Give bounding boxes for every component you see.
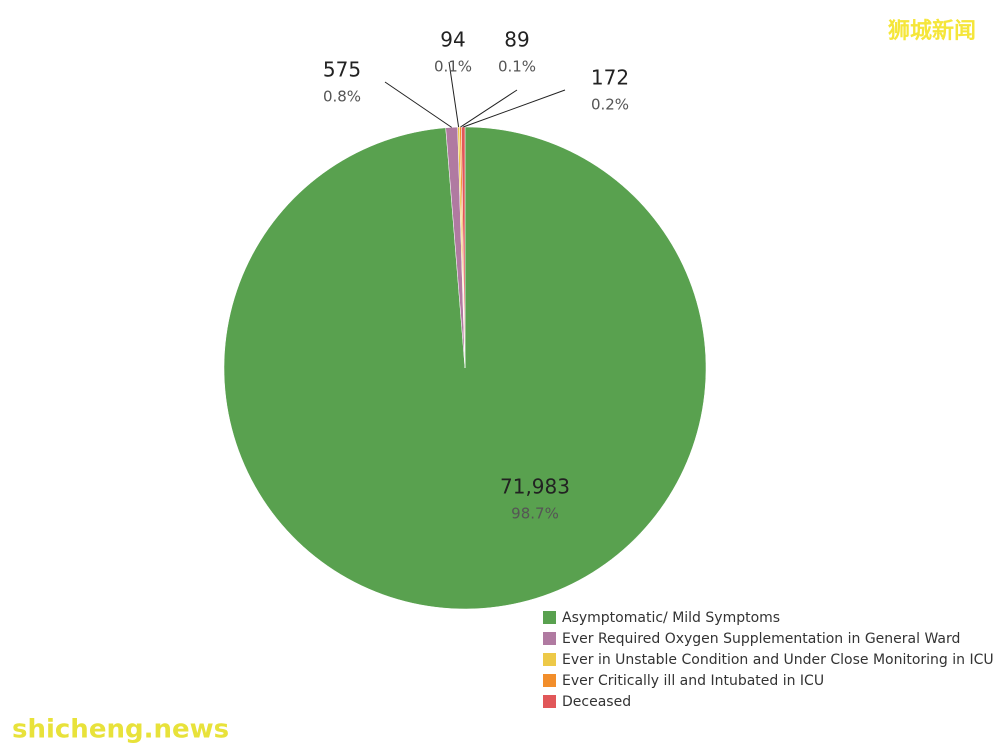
leader-line	[384, 81, 452, 128]
leader-line	[463, 89, 566, 128]
percent-label: 0.1%	[434, 58, 472, 76]
watermark: 狮城新闻	[888, 18, 976, 44]
legend-swatch	[543, 695, 556, 708]
leader-line	[460, 89, 518, 128]
legend-label: Ever Required Oxygen Supplementation in …	[562, 631, 960, 647]
watermark: shicheng.news	[12, 715, 229, 745]
legend-label: Ever Critically ill and Intubated in ICU	[562, 673, 824, 689]
percent-label: 0.1%	[498, 58, 536, 76]
legend-swatch	[543, 653, 556, 666]
legend-label: Ever in Unstable Condition and Under Clo…	[562, 652, 994, 668]
legend-swatch	[543, 674, 556, 687]
percent-label: 98.7%	[511, 505, 559, 523]
legend-label: Deceased	[562, 694, 631, 710]
legend-label: Asymptomatic/ Mild Symptoms	[562, 610, 780, 626]
legend-swatch	[543, 611, 556, 624]
data-label: 89	[504, 28, 529, 52]
leader-line	[448, 61, 460, 128]
data-label: 71,983	[500, 475, 570, 499]
percent-label: 0.8%	[323, 88, 361, 106]
data-label: 94	[440, 28, 465, 52]
data-label: 172	[591, 66, 629, 90]
data-label: 575	[323, 58, 361, 82]
legend-swatch	[543, 632, 556, 645]
percent-label: 0.2%	[591, 96, 629, 114]
